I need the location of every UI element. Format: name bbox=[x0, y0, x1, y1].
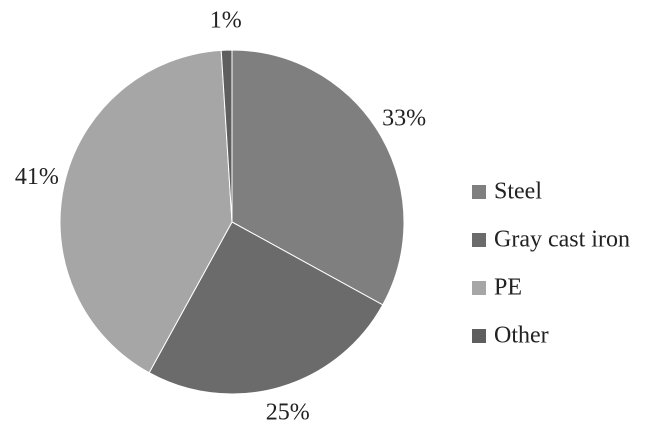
legend-swatch bbox=[472, 281, 486, 295]
legend-label: Steel bbox=[494, 179, 542, 205]
data-label: 33% bbox=[382, 106, 426, 132]
data-label: 1% bbox=[210, 8, 242, 34]
data-label: 41% bbox=[15, 164, 59, 190]
pie-slice bbox=[231, 49, 405, 306]
pie-slice bbox=[59, 49, 233, 374]
pie-slice bbox=[220, 49, 233, 223]
legend-label: Other bbox=[494, 323, 549, 349]
pie-slice bbox=[148, 221, 384, 395]
legend-label: PE bbox=[494, 275, 522, 301]
data-label: 25% bbox=[266, 400, 310, 426]
legend-swatch bbox=[472, 233, 486, 247]
legend-swatch bbox=[472, 329, 486, 343]
legend-label: Gray cast iron bbox=[494, 227, 630, 253]
legend-swatch bbox=[472, 185, 486, 199]
